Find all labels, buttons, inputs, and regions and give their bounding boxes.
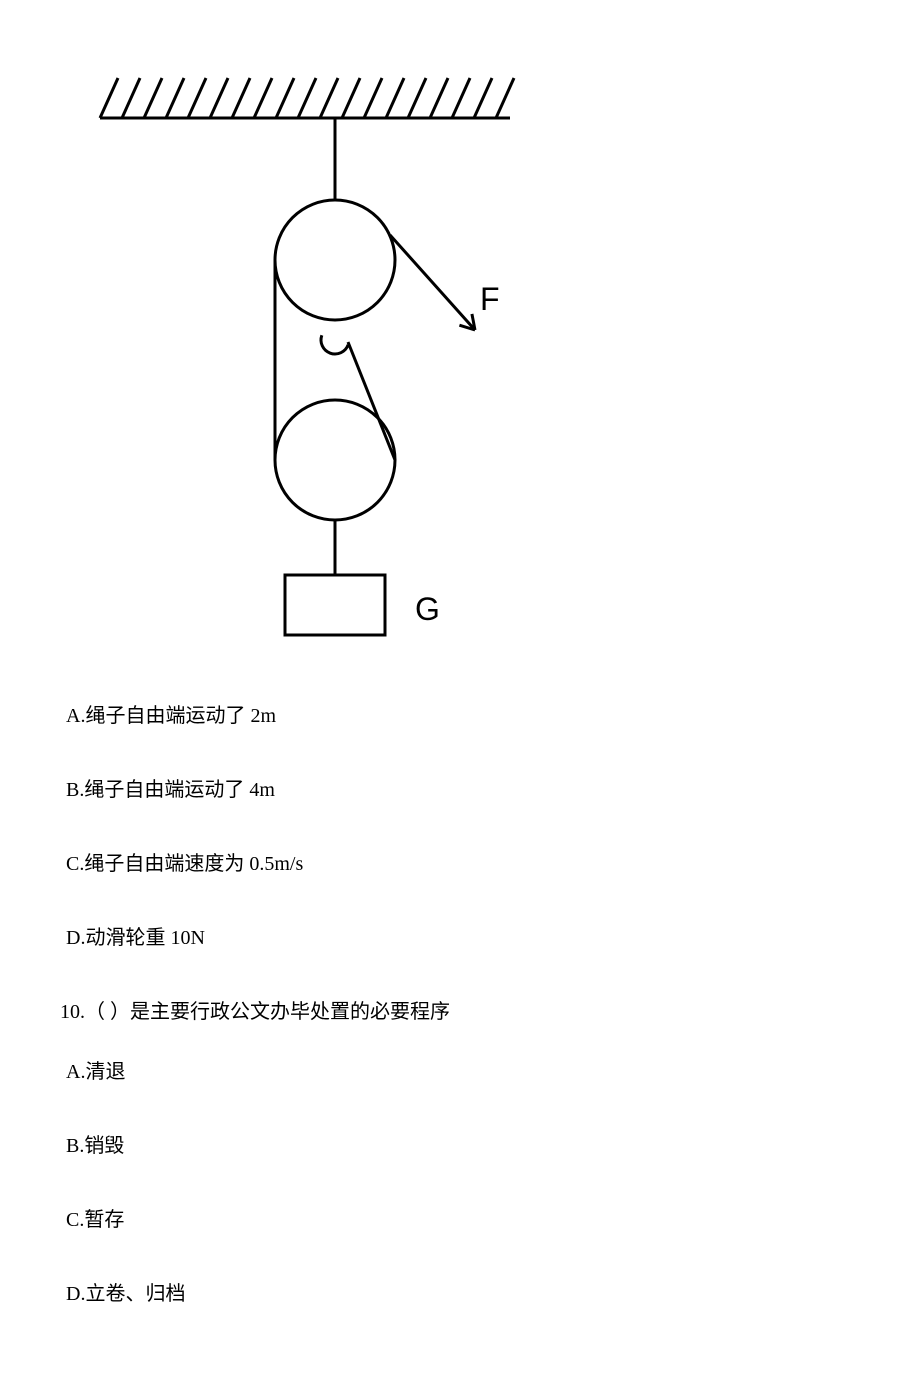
q9-option-c: C.绳子自由端速度为 0.5m/s xyxy=(60,848,860,880)
pulley-diagram: FG xyxy=(80,60,860,660)
q10-option-b: B.销毁 xyxy=(60,1130,860,1162)
pulley-svg: FG xyxy=(80,60,540,650)
q10-option-c: C.暂存 xyxy=(60,1204,860,1236)
q9-option-d: D.动滑轮重 10N xyxy=(60,922,860,954)
q10-options: A.清退 B.销毁 C.暂存 D.立卷、归档 xyxy=(60,1056,860,1310)
svg-text:G: G xyxy=(415,591,440,627)
q10-option-d: D.立卷、归档 xyxy=(60,1278,860,1310)
q10-option-a: A.清退 xyxy=(60,1056,860,1088)
q10-stem: 10.（ ）是主要行政公文办毕处置的必要程序 xyxy=(60,996,860,1028)
svg-text:F: F xyxy=(480,281,500,317)
q9-option-a: A.绳子自由端运动了 2m xyxy=(60,700,860,732)
q9-option-b: B.绳子自由端运动了 4m xyxy=(60,774,860,806)
q9-options: A.绳子自由端运动了 2m B.绳子自由端运动了 4m C.绳子自由端速度为 0… xyxy=(60,700,860,954)
